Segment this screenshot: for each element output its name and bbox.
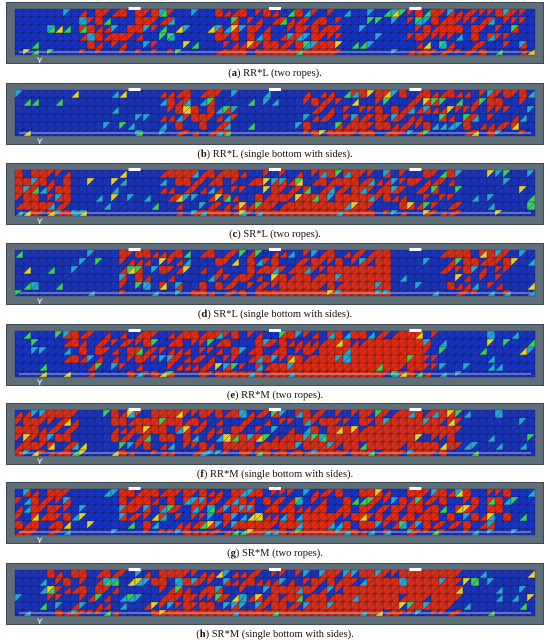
- support-icon: Y: [36, 458, 43, 464]
- load-plate: [128, 329, 141, 332]
- caption-text: RR*M (two ropes).: [241, 390, 324, 401]
- support-icon: Y: [36, 537, 43, 543]
- panel-b: Y (b) RR*L (single bottom with sides).: [6, 83, 544, 160]
- load-plate: [409, 568, 422, 571]
- beam-mesh: Y: [14, 168, 536, 224]
- caption-f: (f) RR*M (single bottom with sides).: [196, 469, 354, 480]
- support-icon: Y: [36, 379, 43, 385]
- panel-f: Y (f) RR*M (single bottom with sides).: [6, 403, 544, 480]
- mesh-elements: [14, 89, 536, 137]
- load-plate: [269, 88, 281, 91]
- caption-label: g: [230, 548, 236, 559]
- caption-label: c: [232, 229, 238, 240]
- panel-g: Y (g) SR*M (two ropes).: [6, 482, 544, 559]
- caption-text: SR*L (single bottom with sides).: [213, 309, 353, 320]
- panel-c: Y (c) SR*L (two ropes).: [6, 163, 544, 240]
- support-icon: Y: [36, 138, 43, 144]
- caption-h: (h) SR*M (single bottom with sides).: [196, 629, 354, 640]
- panel-d: Y (d) SR*L (single bottom with sides).: [6, 243, 544, 320]
- beam-mesh: Y: [14, 88, 536, 144]
- caption-label: b: [200, 149, 207, 160]
- beam-mesh: Y: [14, 568, 536, 624]
- load-plate: [409, 168, 422, 171]
- load-plate: [269, 408, 281, 411]
- mesh-elements: [14, 169, 536, 217]
- load-plate: [269, 568, 281, 571]
- load-plate: [269, 7, 281, 10]
- caption-text: SR*L (two ropes).: [243, 229, 321, 240]
- panel-h: Y (h) SR*M (single bottom with sides).: [6, 563, 544, 640]
- panel-e: Y (e) RR*M (two ropes).: [6, 324, 544, 401]
- load-plate: [128, 168, 141, 171]
- beam-mesh: Y: [14, 487, 536, 543]
- fe-contour-plot: Y: [6, 324, 544, 386]
- support-icon: Y: [36, 218, 43, 224]
- load-plate: [269, 329, 281, 332]
- load-plate: [128, 7, 141, 10]
- load-plate: [409, 329, 422, 332]
- load-plate: [409, 88, 422, 91]
- fe-contour-plot: Y: [6, 163, 544, 225]
- beam-mesh: Y: [14, 248, 536, 304]
- caption-label: f: [200, 469, 204, 480]
- load-plate: [409, 7, 422, 10]
- mesh-elements: [14, 409, 536, 457]
- fe-contour-plot: Y: [6, 403, 544, 465]
- caption-label: a: [231, 68, 237, 79]
- load-plate: [269, 168, 281, 171]
- mesh-elements: [14, 249, 536, 297]
- caption-text: RR*M (single bottom with sides).: [209, 469, 354, 480]
- fe-contour-plot: Y: [6, 243, 544, 305]
- beam-mesh: Y: [14, 408, 536, 464]
- panel-a: Y (a) RR*L (two ropes).: [6, 2, 544, 79]
- mesh-elements: [14, 569, 536, 617]
- caption-label: e: [230, 390, 236, 401]
- load-plate: [128, 88, 141, 91]
- mesh-elements: [14, 8, 536, 56]
- caption-text: RR*L (two ropes).: [243, 68, 322, 79]
- caption-text: SR*M (two ropes).: [242, 548, 323, 559]
- load-plate: [128, 568, 141, 571]
- load-plate: [128, 487, 141, 490]
- caption-d: (d) SR*L (single bottom with sides).: [197, 309, 353, 320]
- load-plate: [269, 248, 281, 251]
- mesh-elements: [14, 330, 536, 378]
- caption-a: (a) RR*L (two ropes).: [228, 68, 322, 79]
- fe-contour-plot: Y: [6, 2, 544, 64]
- mesh-elements: [14, 488, 536, 536]
- caption-label: h: [199, 629, 206, 640]
- caption-e: (e) RR*M (two ropes).: [226, 390, 324, 401]
- load-plate: [409, 248, 422, 251]
- caption-g: (g) SR*M (two ropes).: [227, 548, 323, 559]
- caption-label: d: [201, 309, 208, 320]
- caption-b: (b) RR*L (single bottom with sides).: [197, 149, 353, 160]
- fe-contour-plot: Y: [6, 83, 544, 145]
- load-plate: [128, 248, 141, 251]
- load-plate: [409, 487, 422, 490]
- fe-contour-plot: Y: [6, 482, 544, 544]
- load-plate: [409, 408, 422, 411]
- support-icon: Y: [36, 618, 43, 624]
- beam-mesh: Y: [14, 7, 536, 63]
- load-plate: [128, 408, 141, 411]
- beam-mesh: Y: [14, 329, 536, 385]
- caption-text: RR*L (single bottom with sides).: [212, 149, 353, 160]
- load-plate: [269, 487, 281, 490]
- support-icon: Y: [36, 57, 43, 63]
- fe-contour-plot: Y: [6, 563, 544, 625]
- support-icon: Y: [36, 298, 43, 304]
- caption-text: SR*M (single bottom with sides).: [211, 629, 354, 640]
- caption-c: (c) SR*L (two ropes).: [229, 229, 321, 240]
